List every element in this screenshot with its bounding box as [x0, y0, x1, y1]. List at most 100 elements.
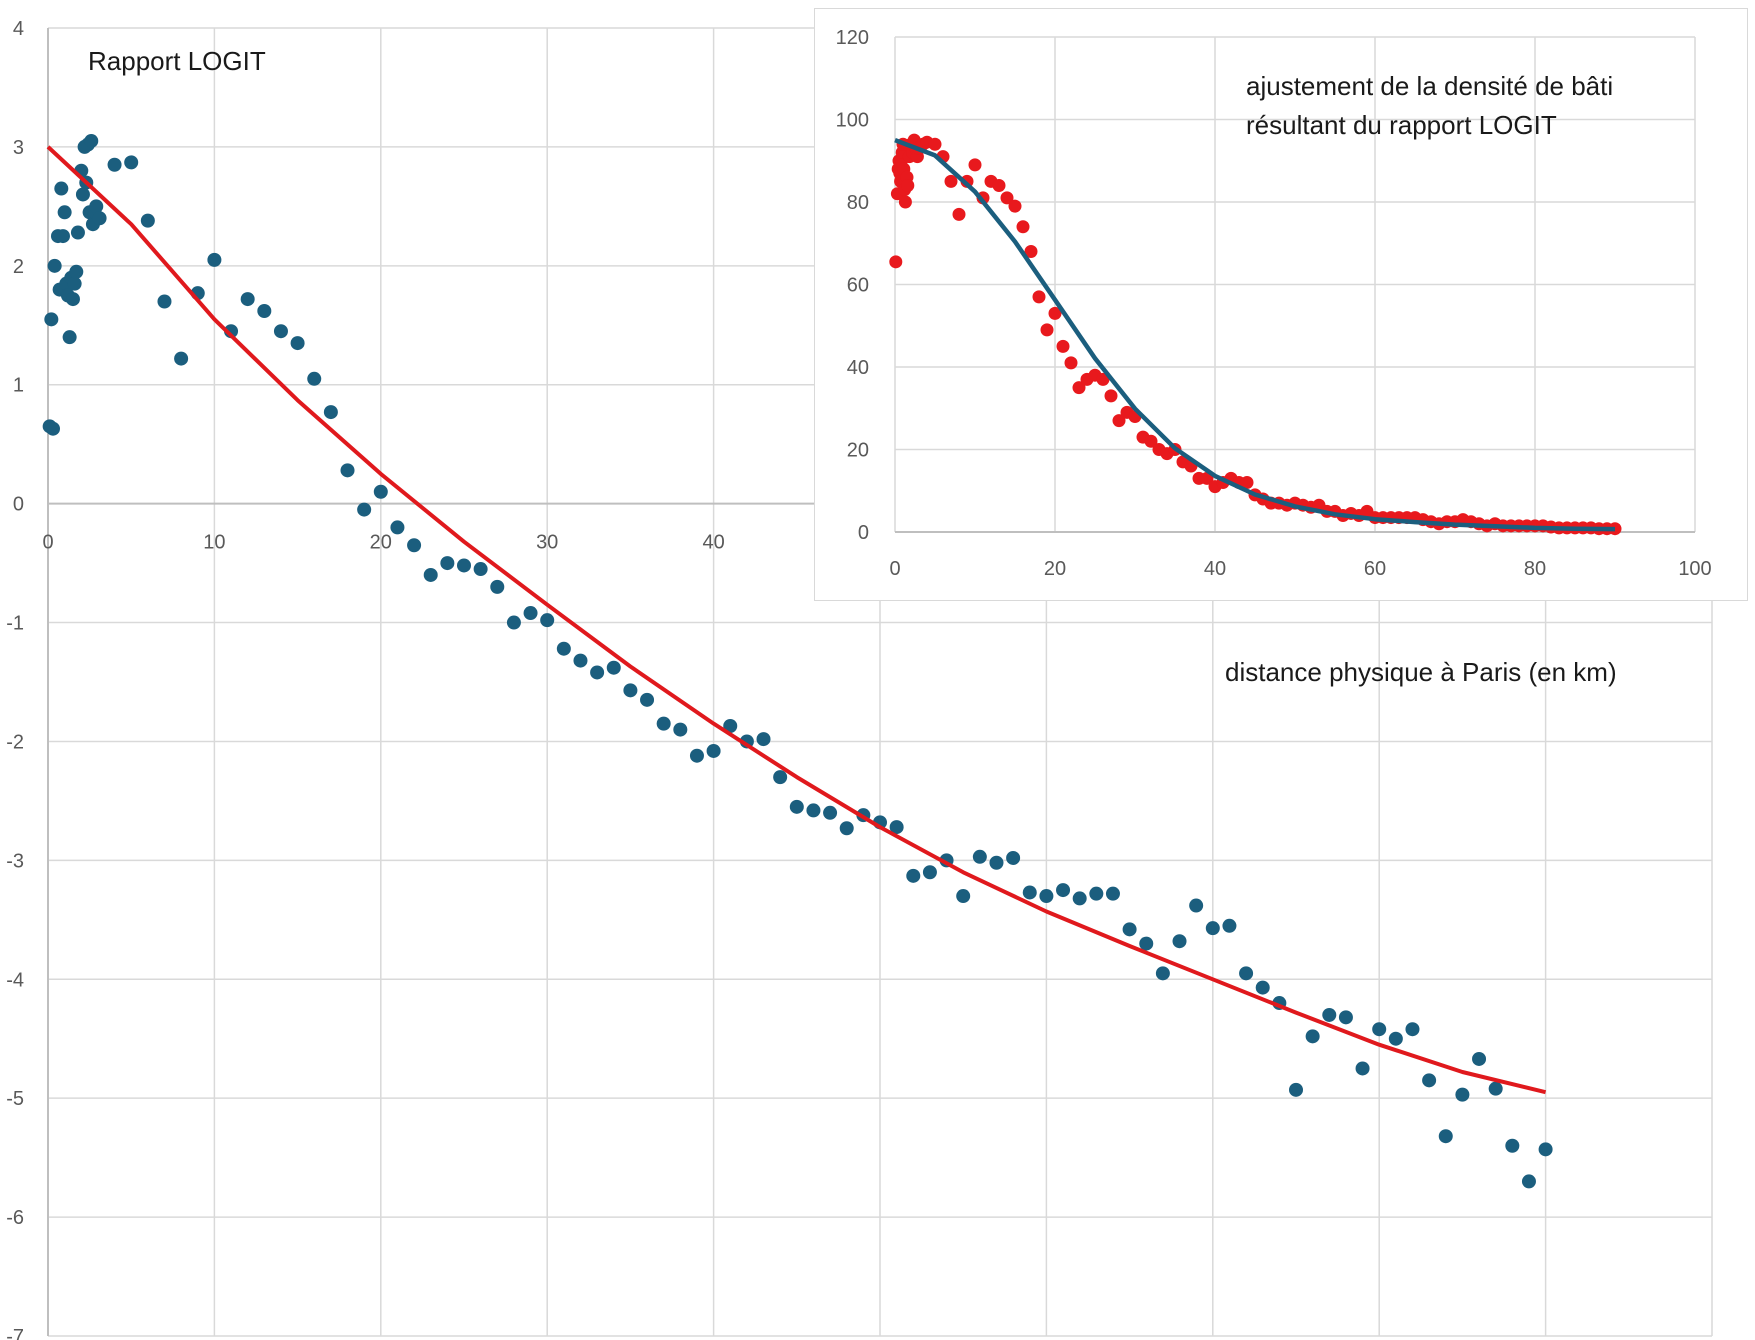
main-data-point — [523, 606, 538, 621]
inset-data-point — [1072, 381, 1086, 395]
inset-y-tick-label: 80 — [847, 192, 869, 214]
main-data-point — [107, 157, 122, 172]
inset-x-tick-label: 0 — [889, 558, 900, 580]
inset-chart-panel: 0 20 40 60 80 100 120 0 20 40 60 80 100 ajustement … — [814, 8, 1748, 601]
main-data-point — [606, 660, 621, 675]
inset-x-tick-label: 20 — [1044, 558, 1066, 580]
main-data-point — [323, 405, 338, 420]
inset-fit-line — [894, 137, 1616, 532]
main-data-point — [773, 770, 788, 785]
main-data-point — [124, 155, 139, 170]
main-data-point — [1538, 1142, 1553, 1157]
inset-y-tick-label: 120 — [836, 27, 869, 49]
main-data-point — [47, 258, 62, 273]
main-y-tick-labels: 4 3 2 1 0 -1 -2 -3 -4 -5 -6 -7 — [6, 18, 24, 1340]
inset-data-point — [1240, 476, 1254, 489]
main-data-point — [1122, 922, 1137, 937]
main-data-point — [55, 229, 70, 244]
main-data-point — [906, 868, 921, 883]
main-x-tick-label: 30 — [536, 532, 558, 554]
main-data-point — [1438, 1129, 1453, 1144]
main-y-tick-label: -7 — [6, 1326, 24, 1340]
main-data-point — [70, 225, 85, 240]
main-fit-line — [46, 145, 1547, 1095]
main-data-point — [1322, 1007, 1337, 1022]
main-x-tick-label: 40 — [702, 532, 724, 554]
main-data-point — [1155, 966, 1170, 981]
main-data-point — [1488, 1081, 1503, 1096]
inset-data-point — [928, 137, 942, 151]
main-data-point — [340, 463, 355, 478]
main-y-tick-label: -5 — [6, 1088, 24, 1110]
main-fit-curve — [46, 145, 1547, 1095]
inset-x-tick-label: 80 — [1524, 558, 1546, 580]
main-data-point — [174, 351, 189, 366]
main-data-point — [92, 211, 107, 226]
main-data-point — [45, 421, 60, 436]
main-data-point — [157, 294, 172, 309]
inset-y-tick-label: 0 — [858, 522, 869, 544]
main-data-point — [75, 187, 90, 202]
main-data-point — [989, 855, 1004, 870]
inset-chart-title: ajustement de la densité de bâti — [1246, 71, 1613, 101]
main-data-point — [673, 722, 688, 737]
main-data-point — [1006, 850, 1021, 865]
main-data-point — [473, 562, 488, 577]
main-data-point — [1521, 1174, 1536, 1189]
main-data-point — [1305, 1029, 1320, 1044]
inset-y-tick-label: 40 — [847, 357, 869, 379]
main-data-point — [89, 199, 104, 214]
main-data-point — [1189, 898, 1204, 913]
main-data-point — [956, 889, 971, 904]
main-data-point — [440, 556, 455, 571]
main-y-tick-label: 0 — [13, 494, 24, 516]
inset-x-tick-label: 60 — [1364, 558, 1386, 580]
inset-data-point — [1104, 389, 1118, 403]
main-data-point — [490, 579, 505, 594]
inset-data-point — [1096, 372, 1110, 386]
inset-observed-points — [889, 133, 1622, 536]
inset-data-point — [1064, 356, 1078, 370]
main-data-point — [556, 641, 571, 656]
inset-chart: 0 20 40 60 80 100 120 0 20 40 60 80 100 ajustement … — [836, 27, 1712, 580]
inset-data-point — [1008, 199, 1022, 213]
inset-data-point — [1056, 339, 1070, 353]
inset-x-tick-label: 100 — [1678, 558, 1711, 580]
inset-data-point — [992, 179, 1006, 192]
main-data-point — [1255, 980, 1270, 995]
main-data-point — [84, 133, 99, 148]
main-y-tick-label: -4 — [6, 969, 24, 991]
inset-y-tick-labels: 0 20 40 60 80 100 120 — [836, 27, 869, 544]
main-data-point — [723, 718, 738, 733]
main-data-point — [1472, 1051, 1487, 1066]
main-y-tick-label: 1 — [13, 375, 24, 397]
inset-data-point — [898, 195, 912, 209]
main-data-point — [623, 683, 638, 698]
main-data-point — [1422, 1073, 1437, 1088]
inset-y-tick-label: 100 — [836, 110, 869, 132]
main-data-point — [706, 743, 721, 758]
main-data-point — [1022, 885, 1037, 900]
main-data-point — [357, 502, 372, 517]
inset-data-point — [952, 207, 966, 221]
main-data-point — [1039, 889, 1054, 904]
main-data-point — [640, 692, 655, 707]
inset-data-point — [1144, 434, 1158, 448]
main-data-point — [590, 665, 605, 680]
main-data-point — [823, 805, 838, 820]
main-data-point — [373, 484, 388, 499]
inset-data-point — [968, 158, 982, 172]
inset-y-tick-label: 60 — [847, 275, 869, 297]
main-data-point — [1139, 936, 1154, 951]
main-data-point — [1338, 1010, 1353, 1025]
main-data-point — [540, 613, 555, 628]
inset-data-point — [1048, 306, 1062, 320]
main-data-point — [390, 520, 405, 535]
inset-data-point — [1016, 220, 1030, 234]
main-data-point — [972, 849, 987, 864]
main-data-point — [1372, 1022, 1387, 1037]
main-y-tick-label: 4 — [13, 18, 24, 40]
inset-data-point — [1040, 323, 1054, 337]
main-data-point — [57, 205, 72, 220]
main-data-point — [1222, 918, 1237, 933]
